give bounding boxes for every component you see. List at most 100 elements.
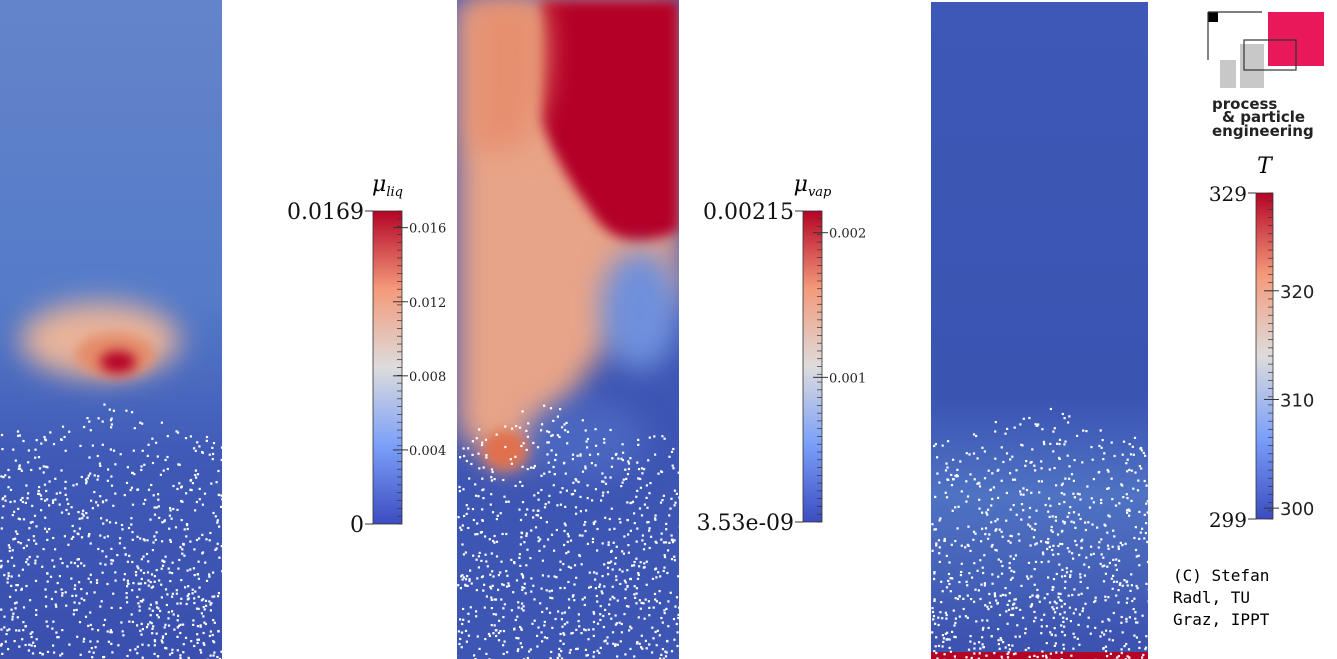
particle [1049, 652, 1052, 655]
particle [484, 438, 488, 441]
particle [548, 431, 551, 434]
particle [546, 637, 549, 640]
particle [9, 488, 13, 491]
particle [153, 644, 156, 647]
particle [493, 624, 496, 627]
particle [212, 442, 216, 445]
particle [586, 497, 589, 500]
particle [160, 596, 163, 599]
particle [594, 520, 597, 523]
particle [532, 584, 535, 587]
particle [1102, 580, 1106, 583]
particle [214, 548, 217, 551]
particle [1126, 458, 1129, 461]
particle [0, 642, 3, 646]
particle [21, 568, 24, 571]
particle [678, 606, 679, 609]
particle [1001, 535, 1004, 538]
particle [621, 570, 624, 573]
particle [140, 558, 143, 561]
particle [1118, 502, 1121, 505]
particle [470, 462, 473, 466]
particle [136, 488, 140, 491]
particle [615, 622, 618, 625]
particle [139, 629, 142, 632]
particle [13, 640, 16, 643]
particle [639, 486, 642, 489]
particle [1035, 509, 1038, 512]
particle [96, 478, 99, 481]
particle [984, 527, 988, 530]
particle [640, 634, 643, 637]
particle [6, 629, 9, 632]
particle [987, 508, 990, 511]
particle [618, 517, 621, 521]
particle [31, 631, 34, 634]
particle [578, 554, 581, 558]
particle [1135, 584, 1138, 588]
particle [1013, 426, 1016, 429]
particle [947, 579, 950, 582]
particle [482, 488, 485, 491]
particle [208, 634, 211, 637]
particle [1020, 443, 1023, 446]
particle [491, 570, 494, 573]
particle [1072, 479, 1075, 482]
particle [153, 580, 156, 583]
particle [220, 650, 222, 653]
particle [220, 545, 222, 548]
particle [543, 472, 546, 475]
particle [1005, 519, 1008, 522]
particle [949, 590, 952, 593]
particle [112, 409, 115, 412]
particle [189, 488, 192, 491]
particle [988, 592, 991, 596]
particle [10, 608, 13, 611]
particle [560, 618, 563, 621]
particle [956, 468, 959, 471]
panel-liquid [0, 0, 222, 659]
particle [179, 623, 182, 626]
particle [1030, 491, 1033, 494]
particle [1097, 546, 1100, 549]
particle [575, 628, 578, 631]
particle [586, 437, 589, 441]
particle [654, 540, 657, 543]
particle [145, 626, 149, 629]
particle [667, 600, 670, 603]
particle [945, 496, 949, 499]
particle [1047, 560, 1050, 563]
particle [539, 516, 542, 519]
particle [137, 567, 140, 570]
particle [592, 634, 595, 637]
particle [525, 534, 528, 537]
particle [518, 556, 521, 559]
particle [1100, 446, 1103, 449]
particle [648, 527, 651, 530]
particle [532, 509, 535, 512]
particle [89, 611, 92, 614]
particle [592, 611, 595, 614]
particle [663, 437, 666, 440]
particle [1044, 654, 1048, 657]
particle [154, 538, 157, 541]
particle [1043, 443, 1046, 446]
particle [127, 526, 131, 530]
particle [519, 518, 523, 522]
particle [622, 478, 625, 481]
particle [934, 495, 937, 498]
particle [966, 495, 970, 498]
particle [1, 448, 4, 451]
particle [1034, 543, 1037, 546]
particle [580, 563, 583, 566]
particle [530, 466, 533, 469]
particle [1036, 594, 1039, 597]
particle [648, 614, 651, 617]
particle [1112, 611, 1115, 615]
particle [53, 651, 56, 654]
particle [1084, 521, 1087, 524]
particle [485, 595, 488, 598]
particle [567, 565, 570, 568]
particle [597, 453, 600, 456]
particle [1110, 477, 1113, 480]
